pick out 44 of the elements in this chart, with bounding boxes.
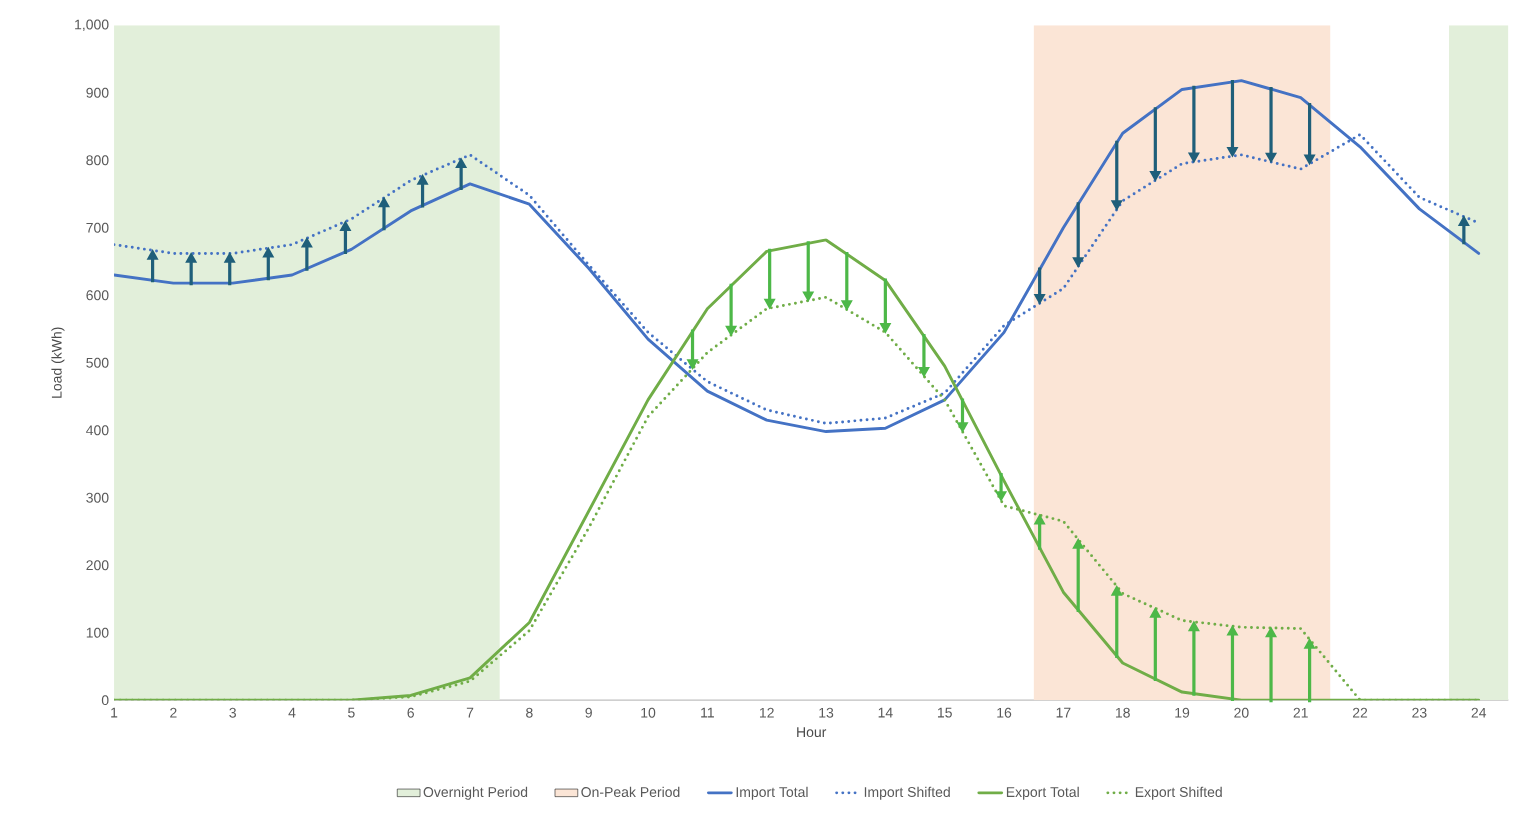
y-tick-label: 0 [101,695,109,706]
x-tick-label: 9 [585,708,592,718]
x-tick-label: 24 [1471,708,1487,718]
x-tick-label: 13 [819,708,834,718]
x-tick-label: 16 [997,708,1012,718]
legend-label: Import Shifted [864,786,950,801]
x-tick-label: 3 [229,708,236,718]
legend-label: Export Total [1006,786,1079,801]
x-tick-label: 7 [466,708,474,718]
y-tick-label: 500 [86,358,109,368]
y-tick-label: 600 [86,290,109,301]
y-tick-label: 900 [86,88,109,99]
x-tick-label: 21 [1293,708,1308,718]
y-tick-label: 300 [86,492,109,503]
x-tick-label: 4 [288,708,296,718]
x-tick-label: 20 [1234,708,1249,718]
x-tick-label: 11 [701,708,714,718]
x-tick-label: 5 [348,708,355,718]
x-tick-label: 23 [1412,708,1427,718]
y-tick-label: 400 [86,425,109,436]
x-tick-label: 6 [407,708,414,718]
line-series [114,79,1481,434]
x-tick-label: 14 [878,708,893,718]
x-tick-label: 15 [937,708,952,718]
x-tick-label: 18 [1115,708,1130,718]
x-axis-title: Hour [797,727,827,738]
legend-label: Overnight Period [423,786,528,801]
legend-label: On-Peak Period [581,786,680,798]
legend-label: Export Shifted [1135,786,1222,801]
legend-label: Import Total [736,786,808,801]
x-tick-label: 12 [759,708,774,718]
x-tick-label: 19 [1175,708,1190,718]
x-tick-label: 22 [1352,708,1368,718]
x-tick-label: 2 [170,708,177,718]
y-tick-label: 800 [86,155,109,166]
y-tick-label: 100 [86,627,109,638]
y-axis-title: Load (kWh) [51,327,65,399]
x-tick-label: 17 [1056,708,1071,718]
y-tick-label: 700 [86,223,109,233]
x-tick-label: 10 [641,708,656,718]
x-tick-label: 1 [111,708,118,718]
y-tick-label: 1,000 [75,19,109,32]
y-tick-label: 200 [86,560,109,571]
x-tick-label: 8 [526,708,533,718]
